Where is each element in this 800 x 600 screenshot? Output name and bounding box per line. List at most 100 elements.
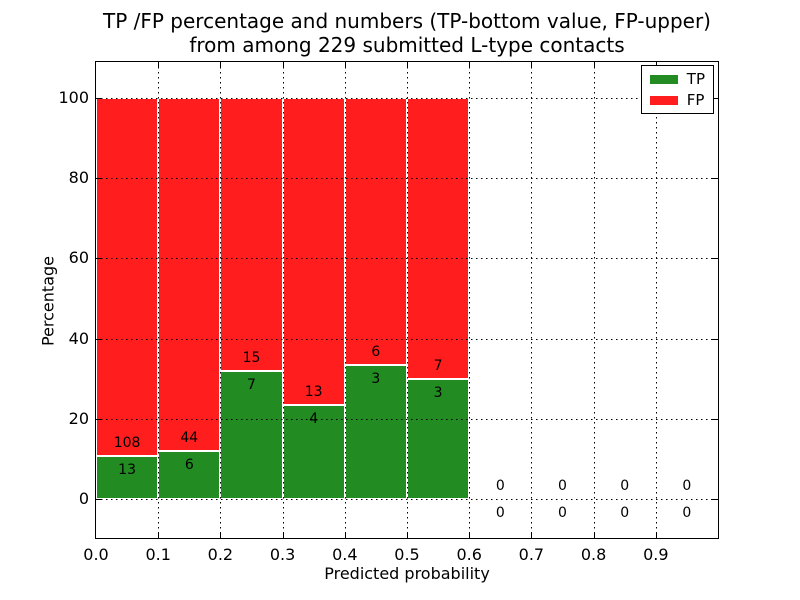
x-tick-mark-bottom xyxy=(344,532,346,538)
gridline-vertical xyxy=(282,62,284,538)
tp-count-label: 0 xyxy=(495,505,505,521)
gridline-horizontal xyxy=(96,338,718,340)
gridline-vertical xyxy=(593,62,595,538)
gridline-horizontal xyxy=(96,499,718,500)
bar-tp-segment xyxy=(96,455,159,499)
x-tick-mark-bottom xyxy=(593,532,595,538)
x-tick-mark-top xyxy=(282,62,284,68)
x-tick-label: 0.5 xyxy=(394,545,420,564)
x-tick-mark-bottom xyxy=(158,532,160,538)
y-tick-mark-left xyxy=(96,338,102,340)
gridline-vertical xyxy=(158,62,160,538)
gridline-horizontal xyxy=(96,418,718,420)
x-tick-mark-bottom xyxy=(469,532,471,538)
fp-count-label: 0 xyxy=(558,478,567,494)
bar-fp-segment xyxy=(282,98,345,405)
x-tick-label: 0.8 xyxy=(580,545,607,564)
y-tick-mark-left xyxy=(96,499,102,500)
x-tick-mark-bottom xyxy=(655,532,657,538)
y-tick-mark-right xyxy=(712,258,718,260)
gridline-vertical xyxy=(220,62,222,538)
y-tick-mark-left xyxy=(96,98,102,99)
bar-tp-segment xyxy=(158,450,221,499)
tp-count-label: 3 xyxy=(433,384,443,401)
gridline-vertical xyxy=(531,62,533,538)
x-tick-mark-bottom xyxy=(282,532,284,538)
x-tick-label: 0.2 xyxy=(207,545,234,564)
x-tick-label: 0.6 xyxy=(456,545,482,564)
bar-fp-segment xyxy=(407,98,470,379)
gridline-vertical xyxy=(469,62,471,538)
y-tick-mark-right xyxy=(712,338,718,340)
legend-label-tp: TP xyxy=(686,70,705,88)
y-tick-mark-left xyxy=(96,178,102,180)
bar-tp-segment xyxy=(282,404,345,499)
bar-fp-segment xyxy=(220,98,283,372)
gridline-horizontal xyxy=(96,98,718,99)
bar-fp-segment xyxy=(344,98,407,366)
gridline-horizontal xyxy=(96,178,718,180)
chart-title: TP /FP percentage and numbers (TP-bottom… xyxy=(96,9,718,57)
y-tick-mark-left xyxy=(96,418,102,420)
x-tick-label: 0.9 xyxy=(643,545,669,564)
fp-count-label: 108 xyxy=(113,434,141,451)
x-tick-mark-top xyxy=(158,62,160,68)
y-tick-label: 0 xyxy=(78,489,89,508)
fp-count-label: 0 xyxy=(495,478,505,494)
x-tick-mark-top xyxy=(220,62,222,68)
tp-count-label: 4 xyxy=(309,410,319,427)
x-tick-mark-bottom xyxy=(407,532,408,538)
gridline-vertical xyxy=(344,62,346,538)
fp-color-swatch xyxy=(649,95,678,105)
bar-fp-segment xyxy=(158,98,221,451)
gridline-horizontal xyxy=(96,258,718,260)
chart-title-line2: from among 229 submitted L-type contacts xyxy=(189,33,625,57)
tp-count-label: 3 xyxy=(371,371,381,388)
gridline-vertical xyxy=(407,62,408,538)
legend-entry-tp: TP xyxy=(649,70,705,88)
tp-count-label: 0 xyxy=(620,505,630,521)
fp-count-label: 0 xyxy=(620,478,630,494)
x-tick-mark-top xyxy=(593,62,595,68)
fp-count-label: 7 xyxy=(433,357,443,374)
legend-label-fp: FP xyxy=(686,91,705,109)
y-tick-label: 80 xyxy=(68,168,89,188)
x-axis-label: Predicted probability xyxy=(324,564,490,583)
gridline-vertical xyxy=(655,62,657,538)
x-tick-label: 0.0 xyxy=(83,545,109,564)
x-tick-mark-top xyxy=(344,62,346,68)
fp-count-label: 44 xyxy=(180,429,199,446)
tp-count-label: 0 xyxy=(558,505,567,521)
x-tick-mark-top xyxy=(407,62,408,68)
chart-title-line1: TP /FP percentage and numbers (TP-bottom… xyxy=(103,9,711,33)
y-tick-mark-right xyxy=(712,499,718,500)
tp-color-swatch xyxy=(649,74,678,84)
tp-count-label: 0 xyxy=(682,505,692,521)
x-tick-mark-top xyxy=(469,62,471,68)
y-tick-mark-right xyxy=(712,98,718,99)
tp-count-label: 13 xyxy=(118,461,137,478)
fp-count-label: 15 xyxy=(242,350,261,367)
tp-count-label: 6 xyxy=(184,456,194,473)
legend: TP FP xyxy=(640,65,714,114)
y-tick-label: 100 xyxy=(58,88,89,107)
x-tick-label: 0.7 xyxy=(518,545,545,564)
x-tick-mark-bottom xyxy=(531,532,533,538)
tp-count-label: 7 xyxy=(247,377,256,394)
x-tick-label: 0.4 xyxy=(332,545,358,564)
y-tick-mark-left xyxy=(96,258,102,260)
y-tick-mark-right xyxy=(712,178,718,180)
x-tick-mark-top xyxy=(531,62,533,68)
y-tick-label: 40 xyxy=(68,328,89,348)
bar-fp-segment xyxy=(96,98,159,456)
fp-count-label: 0 xyxy=(682,478,692,494)
fp-count-label: 13 xyxy=(304,383,323,400)
plot-area: TP FP 108 13 44 6 15 7 13 4 6 3 7 3 0 0 0 0 0 0 0 0 xyxy=(95,61,719,539)
x-tick-label: 0.1 xyxy=(145,545,171,564)
fp-count-label: 6 xyxy=(371,344,381,361)
x-tick-label: 0.3 xyxy=(269,545,296,564)
legend-entry-fp: FP xyxy=(649,91,705,109)
y-tick-mark-right xyxy=(712,418,718,420)
y-tick-label: 20 xyxy=(68,408,89,428)
